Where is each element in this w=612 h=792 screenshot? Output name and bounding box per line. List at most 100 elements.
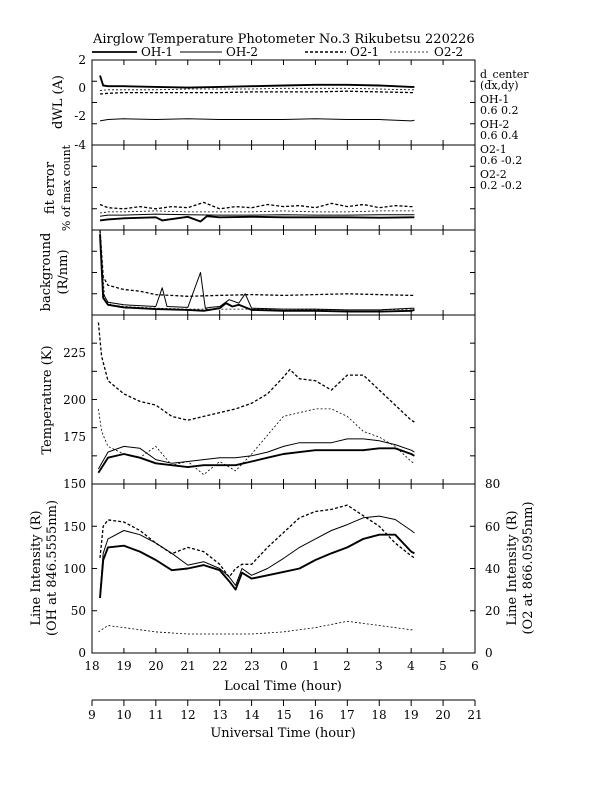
xticks-ut: 9 10 11 12 13 14 15 16 17 18 19 20 21 [88, 708, 482, 722]
side-note-9: 0.2 -0.2 [480, 179, 522, 192]
xtick-local-10: 4 [407, 659, 415, 673]
xtick-local-4: 22 [212, 659, 227, 673]
side-note-7: 0.6 -0.2 [480, 154, 522, 167]
ytick-dwl-3: -4 [74, 138, 86, 152]
ytick-int-right-3: 60 [485, 520, 500, 534]
side-note-8: O2-2 [480, 168, 507, 181]
ytick-temp-2: 200 [63, 393, 86, 407]
series-line-o21-panel-4 [97, 322, 415, 423]
ytick-dwl-2: -2 [74, 109, 86, 123]
side-note-5: 0.6 0.4 [480, 129, 518, 142]
xtick-local-1: 19 [116, 659, 131, 673]
panel-frame-temperature [91, 314, 476, 485]
tick-marks [91, 59, 476, 706]
side-note-1: (dx,dy) [480, 79, 519, 92]
ytick-temp-1: 175 [63, 430, 86, 444]
side-note-6: O2-1 [480, 143, 507, 156]
ylabel-temperature: Temperature (K) [40, 345, 55, 454]
xtick-ut-1: 10 [116, 708, 131, 722]
xtick-ut-4: 13 [212, 708, 227, 722]
legend-label-oh1: OH-1 [141, 45, 173, 59]
ylabel-right-intensity: Line Intensity (R) [505, 510, 520, 625]
ytick-dwl-1: 0 [78, 81, 86, 95]
legend-label-o21: O2-1 [350, 45, 379, 59]
xtick-local-5: 23 [244, 659, 259, 673]
ytick-int-right-2: 40 [485, 562, 500, 576]
series-line-o21-panel-3 [99, 229, 415, 297]
yticks-dwl: 2 0 -2 -4 [74, 53, 86, 152]
ytick-int-1: 50 [71, 604, 86, 618]
ylabel-dwl: dWL (A) [51, 75, 66, 129]
side-note-2: OH-1 [480, 93, 509, 106]
xtick-ut-2: 11 [148, 708, 163, 722]
ytick-int-right-1: 20 [485, 604, 500, 618]
series-line-o21-panel-2 [99, 201, 415, 210]
xtick-ut-0: 9 [88, 708, 96, 722]
panel-frame-dwl [91, 59, 476, 146]
ylabel-fit-error-unit: % of max count [60, 144, 73, 231]
series-line-o22-panel-5 [98, 620, 415, 635]
series-line-o21-panel-1 [99, 90, 415, 95]
xtick-local-9: 3 [375, 659, 383, 673]
side-note-4: OH-2 [480, 118, 509, 131]
xtick-local-3: 21 [180, 659, 195, 673]
xtick-ut-11: 20 [435, 708, 450, 722]
series-lines [97, 75, 415, 635]
series-line-oh2-panel-4 [97, 438, 415, 470]
ylabel-fit-error: fit error [43, 161, 58, 214]
xtick-ut-3: 12 [180, 708, 195, 722]
yticks-intensity-right: 0 20 40 60 80 [485, 477, 500, 660]
series-line-o22-panel-2 [99, 210, 415, 214]
ylabel-right-intensity-unit: (O2 at 866.0595nm) [521, 501, 536, 634]
ylabel-background-unit: (R/nm) [56, 249, 71, 294]
ytick-temp-0: 150 [63, 477, 86, 491]
series-line-oh2-panel-1 [99, 118, 415, 122]
side-note-0: d_center [480, 68, 529, 81]
yticks-temperature: 150 175 200 225 [63, 346, 86, 491]
legend-label-o22: O2-2 [434, 45, 463, 59]
xtick-local-6: 0 [280, 659, 288, 673]
series-line-oh1-panel-4 [97, 447, 415, 474]
legend-label-oh2: OH-2 [226, 45, 258, 59]
ytick-dwl-0: 2 [78, 53, 86, 67]
yticks-intensity-left: 0 50 100 150 [63, 520, 86, 660]
xlabel-local: Local Time (hour) [224, 679, 342, 694]
ytick-int-2: 100 [63, 562, 86, 576]
ytick-temp-3: 225 [63, 346, 86, 360]
series-line-oh1-panel-1 [99, 75, 415, 89]
series-line-o22-panel-3 [99, 238, 415, 311]
xtick-local-8: 2 [343, 659, 351, 673]
ytick-int-3: 150 [63, 520, 86, 534]
legend: OH-1 OH-2 O2-1 O2-2 [92, 45, 463, 59]
ytick-int-right-0: 0 [485, 646, 493, 660]
xtick-local-12: 6 [471, 659, 479, 673]
series-line-oh2-panel-2 [99, 213, 415, 217]
ylabel-intensity: Line Intensity (R) [29, 510, 44, 625]
panel-frame-intensity [91, 483, 476, 654]
side-note-3: 0.6 0.2 [480, 104, 518, 117]
xtick-local-2: 20 [148, 659, 163, 673]
series-line-oh2-panel-5 [99, 515, 415, 594]
xtick-local-7: 1 [312, 659, 320, 673]
xlabel-ut: Universal Time (hour) [210, 726, 355, 741]
series-line-oh1-panel-2 [99, 215, 415, 223]
figure-title: Airglow Temperature Photometer No.3 Riku… [92, 32, 475, 47]
series-line-o22-panel-4 [98, 408, 415, 476]
xticks-local: 18 19 20 21 22 23 0 1 2 3 4 5 6 [84, 659, 478, 673]
series-line-o22-panel-1 [99, 87, 415, 91]
xtick-ut-12: 21 [467, 708, 482, 722]
ytick-int-right-4: 80 [485, 477, 500, 491]
ylabel-intensity-unit: (OH at 846.5555nm) [45, 500, 60, 636]
xtick-ut-8: 17 [339, 708, 354, 722]
xtick-local-0: 18 [84, 659, 99, 673]
series-line-oh1-panel-3 [99, 234, 415, 313]
series-line-oh2-panel-3 [99, 231, 415, 311]
ytick-int-0: 0 [78, 646, 86, 660]
series-line-o21-panel-5 [99, 504, 415, 578]
panel-frame-background [91, 229, 476, 316]
xtick-ut-10: 19 [403, 708, 418, 722]
xtick-ut-9: 18 [371, 708, 386, 722]
series-line-oh1-panel-5 [99, 533, 415, 599]
xtick-ut-7: 16 [308, 708, 323, 722]
ylabel-background: background [39, 233, 54, 312]
